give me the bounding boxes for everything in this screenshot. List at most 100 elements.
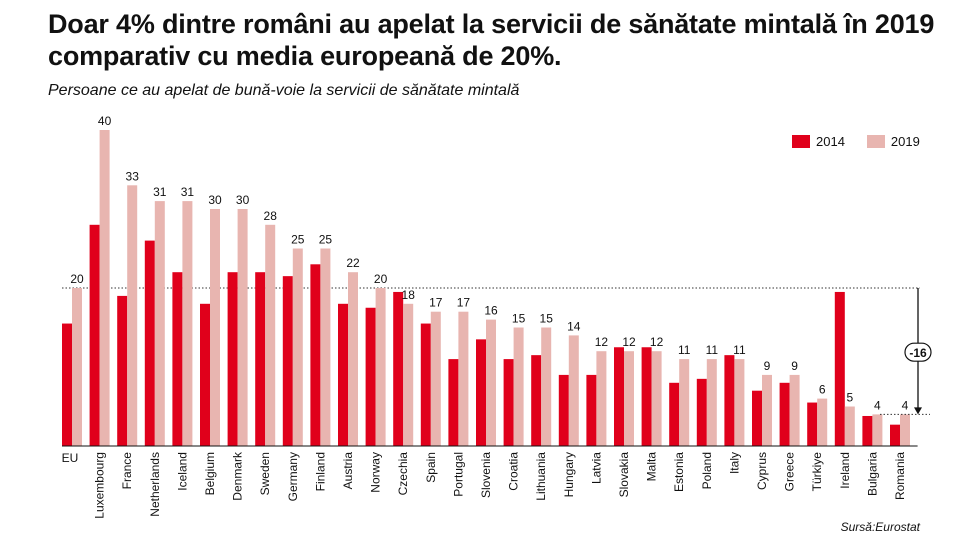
- value-label-2019-malta: 12: [650, 335, 664, 349]
- bar-2014-iceland: [172, 272, 183, 446]
- bar-2019-denmark: [237, 209, 248, 446]
- legend-swatch-2019: [866, 135, 885, 148]
- bar-2014-malta: [641, 347, 652, 446]
- bar-2019-slovenia: [486, 319, 496, 446]
- category-label-czechia: Czechia: [396, 452, 410, 496]
- category-label-germany: Germany: [286, 452, 300, 501]
- bar-2014-finland: [310, 264, 321, 446]
- bar-2019-cyprus: [762, 374, 772, 446]
- bar-2019-germany: [292, 248, 303, 446]
- bar-2014-hungary: [558, 374, 569, 446]
- legend-label-2014: 2014: [816, 134, 845, 149]
- bar-2019-romania: [900, 414, 910, 446]
- value-label-2019-ireland: 5: [846, 391, 853, 405]
- bar-2014-ireland: [834, 291, 845, 446]
- category-label-denmark: Denmark: [231, 451, 245, 501]
- bar-2014-norway: [365, 307, 376, 446]
- value-label-2019-hungary: 14: [567, 319, 581, 333]
- value-label-2019-belgium: 30: [208, 193, 222, 207]
- category-label-netherlands: Netherlands: [148, 452, 162, 517]
- bar-2019-estonia: [679, 359, 690, 446]
- value-label-2019-latvia: 12: [595, 335, 609, 349]
- legend: 2014 2019: [792, 134, 920, 149]
- category-label-hungary: Hungary: [562, 452, 576, 497]
- value-label-2019-norway: 20: [374, 272, 388, 286]
- bar-2014-türkiye: [807, 402, 818, 446]
- category-label-romania: Romania: [893, 452, 907, 500]
- value-label-2019-italy: 11: [733, 343, 746, 357]
- category-label-bulgaria: Bulgaria: [865, 452, 879, 496]
- bar-2014-belgium: [200, 303, 210, 446]
- value-label-2019-portugal: 17: [457, 296, 471, 310]
- value-label-2019-denmark: 30: [236, 193, 250, 207]
- bar-2014-austria: [338, 303, 348, 446]
- bar-2014-greece: [779, 382, 790, 446]
- bar-2014-netherlands: [144, 240, 155, 446]
- bar-2014-romania: [890, 424, 900, 446]
- bar-2014-germany: [282, 276, 293, 446]
- category-label-croatia: Croatia: [507, 452, 521, 491]
- bar-2014-latvia: [586, 374, 597, 446]
- bar-2019-lithuania: [541, 327, 552, 446]
- value-label-2019-finland: 25: [319, 233, 333, 247]
- category-label-portugal: Portugal: [451, 452, 465, 497]
- bar-2014-portugal: [448, 359, 459, 446]
- category-label-greece: Greece: [783, 452, 797, 492]
- category-label-ireland: Ireland: [838, 452, 852, 489]
- bar-2019-slovakia: [624, 351, 634, 446]
- category-label-lithuania: Lithuania: [534, 452, 548, 501]
- bar-2014-italy: [724, 355, 735, 446]
- bar-2019-czechia: [403, 303, 414, 446]
- value-label-2019-czechia: 18: [402, 288, 416, 302]
- bar-2019-hungary: [568, 335, 579, 446]
- bar-2019-netherlands: [154, 201, 165, 446]
- value-label-2019-slovakia: 12: [622, 335, 636, 349]
- bar-2014-france: [117, 295, 128, 446]
- category-label-poland: Poland: [700, 452, 714, 489]
- bar-2019-malta: [651, 351, 662, 446]
- legend-label-2019: 2019: [890, 134, 920, 149]
- category-label-italy: Italy: [727, 452, 741, 474]
- category-label-austria: Austria: [341, 452, 355, 490]
- bar-2019-luxembourg: [99, 130, 110, 446]
- value-label-2019-lithuania: 15: [540, 312, 554, 326]
- category-label-norway: Norway: [369, 452, 383, 493]
- value-label-2019-romania: 4: [902, 398, 909, 412]
- difference-arrow-head: [914, 407, 922, 415]
- category-label-luxembourg: Luxembourg: [93, 452, 107, 519]
- bar-2014-croatia: [503, 359, 514, 446]
- difference-badge: [904, 342, 932, 362]
- bar-2014-denmark: [227, 272, 238, 446]
- bar-2019-norway: [375, 288, 386, 446]
- bar-2019-iceland: [182, 201, 193, 446]
- category-label-belgium: Belgium: [203, 452, 217, 495]
- bar-2019-poland: [706, 359, 717, 446]
- value-label-2019-bulgaria: 4: [874, 398, 881, 412]
- value-label-2019-eu: 20: [70, 272, 84, 286]
- bar-2019-finland: [320, 248, 331, 446]
- source-note: Sursă:Eurostat: [840, 520, 920, 534]
- value-label-2019-sweden: 28: [264, 209, 278, 223]
- bar-2019-spain: [430, 311, 441, 446]
- value-label-2019-france: 33: [126, 169, 140, 183]
- bar-2019-latvia: [596, 351, 607, 446]
- category-label-cyprus: Cyprus: [755, 452, 769, 490]
- bar-2014-eu: [62, 323, 72, 446]
- category-label-latvia: Latvia: [589, 452, 603, 484]
- bar-2014-bulgaria: [862, 415, 873, 446]
- value-label-2019-slovenia: 16: [484, 304, 498, 318]
- bar-2019-ireland: [844, 406, 855, 446]
- value-label-2019-netherlands: 31: [153, 185, 167, 199]
- category-label-slovakia: Slovakia: [617, 452, 631, 498]
- bar-2014-spain: [420, 323, 431, 446]
- category-label-spain: Spain: [424, 452, 438, 483]
- category-label-slovenia: Slovenia: [479, 452, 493, 498]
- value-label-2019-croatia: 15: [512, 312, 526, 326]
- legend-swatch-2014: [792, 135, 810, 148]
- bar-2014-slovakia: [614, 347, 624, 446]
- bar-2019-sweden: [265, 224, 276, 446]
- category-label-finland: Finland: [313, 452, 327, 491]
- category-label-estonia: Estonia: [672, 452, 686, 492]
- value-label-2019-germany: 25: [291, 233, 305, 247]
